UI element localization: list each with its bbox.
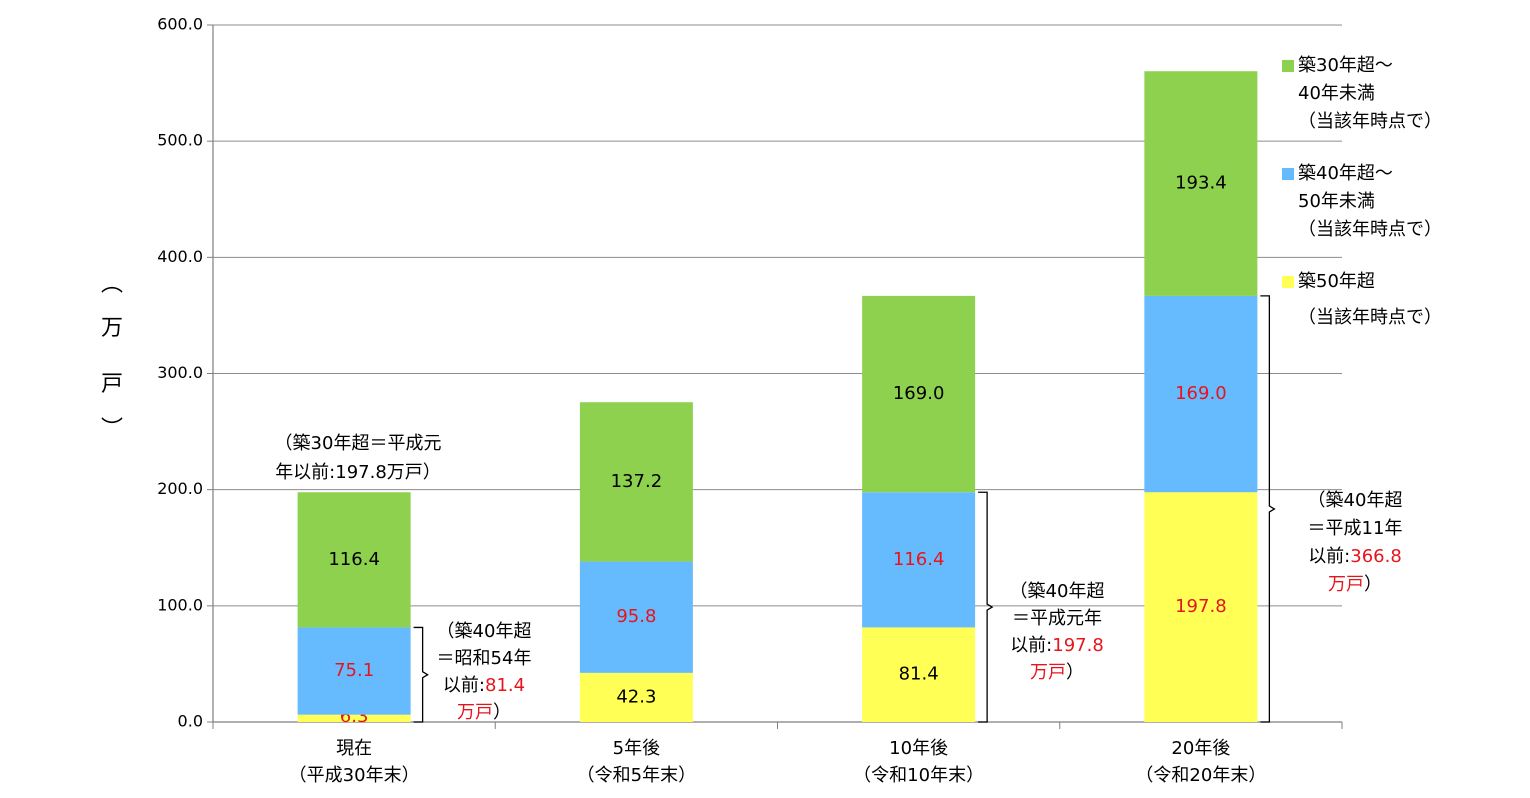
bar-segment [297, 492, 411, 628]
annotation-text: 以前: [1010, 635, 1052, 656]
annotation-current-40y-line: （築40年超 [437, 621, 532, 642]
legend-label: （当該年時点で） [1298, 219, 1442, 240]
annotation-text: ） [1364, 574, 1382, 595]
bar-value-label: 193.4 [1175, 173, 1227, 194]
legend-label: 築30年超～ [1298, 55, 1393, 76]
bracket-20y [1260, 295, 1276, 723]
annotation-20y-40y-line: （築40年超 [1308, 490, 1403, 511]
annotation-value: 197.8 [1052, 635, 1104, 656]
y-tick-label: 200.0 [157, 479, 203, 498]
bracket-current [413, 626, 429, 723]
annotation-text: ＝平成元年 [1012, 608, 1102, 629]
x-category-label: （平成30年末） [289, 765, 420, 786]
bar-segment [1144, 71, 1258, 296]
bar-value-label: 116.4 [893, 549, 945, 570]
bar-segment [297, 627, 411, 715]
y-tick-label: 600.0 [157, 15, 203, 34]
annotation-text: ） [1066, 662, 1084, 683]
y-tick-label: 500.0 [157, 131, 203, 150]
legend-label: （当該年時点で） [1298, 307, 1442, 328]
legend-label: （当該年時点で） [1298, 111, 1442, 132]
y-tick-label: 400.0 [157, 247, 203, 266]
annotation-20y-40y-line: 以前:366.8 [1308, 546, 1402, 567]
bar-value-label: 75.1 [334, 660, 374, 681]
x-category-label: （令和10年末） [853, 765, 984, 786]
bar-segment [579, 672, 693, 722]
x-category-label: （令和20年末） [1135, 765, 1266, 786]
y-tick-label: 300.0 [157, 363, 203, 382]
bar-value-label: 137.2 [611, 471, 663, 492]
annotation-text: （築30年超＝平成元 [275, 433, 442, 454]
bar-value-label: 42.3 [616, 686, 656, 707]
legend-label: 築50年超 [1298, 271, 1375, 292]
bar-segment [579, 561, 693, 673]
bar-segment [579, 402, 693, 562]
annotation-10y-40y-line: 以前:197.8 [1010, 635, 1104, 656]
y-axis-label-char: ︵ [101, 272, 123, 297]
bracket-10y [978, 491, 994, 723]
annotation-text: （築40年超 [1308, 490, 1403, 511]
bar-segment [1144, 492, 1258, 722]
annotation-current-40y-line: ＝昭和54年 [437, 648, 532, 669]
bar-value-label: 197.8 [1175, 596, 1227, 617]
bar-segment [862, 492, 976, 628]
annotation-text: ＝昭和54年 [437, 648, 532, 669]
legend-swatch [1282, 168, 1294, 180]
annotation-text: （築40年超 [1010, 581, 1105, 602]
bar-value-label: 116.4 [328, 549, 380, 570]
annotation-current-40y-line: 以前:81.4 [443, 675, 525, 696]
legend-label: 50年未満 [1298, 191, 1375, 212]
legend-swatch [1282, 276, 1294, 288]
annotation-value: 万戸 [1030, 662, 1066, 683]
annotation-20y-40y-line: ＝平成11年 [1308, 518, 1403, 539]
x-category-label: 5年後 [613, 738, 660, 759]
y-tick-label: 100.0 [157, 595, 203, 614]
y-axis-label-char: ︶ [101, 417, 123, 442]
x-category-label: 現在 [336, 738, 372, 759]
x-category-label: 20年後 [1171, 738, 1230, 759]
annotation-20y-40y-line: 万戸） [1328, 574, 1382, 595]
annotation-value: 万戸 [457, 702, 493, 723]
bar-value-label: 169.0 [893, 383, 945, 404]
annotation-current-total-line: （築30年超＝平成元 [275, 433, 442, 454]
bar-segment [297, 714, 411, 722]
annotation-10y-40y-line: ＝平成元年 [1012, 608, 1102, 629]
annotation-10y-40y-line: （築40年超 [1010, 581, 1105, 602]
legend-swatch [1282, 60, 1294, 72]
annotation-value: 366.8 [1350, 546, 1402, 567]
y-tick-label: 0.0 [178, 712, 203, 731]
annotation-text: 以前: [1308, 546, 1350, 567]
legend-label: 40年未満 [1298, 83, 1375, 104]
y-axis-label-char: 戸 [101, 372, 123, 397]
annotation-10y-40y-line: 万戸） [1030, 662, 1084, 683]
y-axis-label-char: 万 [101, 316, 123, 341]
bar-segment [862, 627, 976, 722]
bar-value-label: 169.0 [1175, 383, 1227, 404]
annotation-current-total-line: 年以前:197.8万戸） [275, 462, 441, 483]
annotation-text: （築40年超 [437, 621, 532, 642]
annotation-value: 81.4 [485, 675, 525, 696]
bar-segment [1144, 295, 1258, 493]
annotation-value: 万戸 [1328, 574, 1364, 595]
x-category-label: （令和5年末） [577, 765, 696, 786]
bar-value-label: 81.4 [899, 664, 939, 685]
bar-value-label: 95.8 [616, 606, 656, 627]
x-category-label: 10年後 [889, 738, 948, 759]
annotation-text: 以前: [443, 675, 485, 696]
bar-segment [862, 295, 976, 493]
annotation-text: 年以前:197.8万戸） [275, 462, 441, 483]
legend-label: 築40年超～ [1298, 163, 1393, 184]
annotation-text: ） [493, 702, 511, 723]
annotation-current-40y-line: 万戸） [457, 702, 511, 723]
annotation-text: ＝平成11年 [1308, 518, 1403, 539]
